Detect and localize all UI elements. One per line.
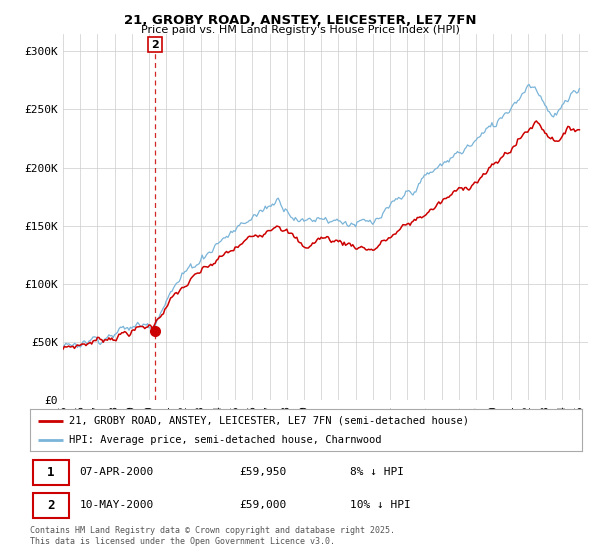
FancyBboxPatch shape — [33, 493, 68, 517]
Text: £59,000: £59,000 — [240, 501, 287, 510]
Text: 10% ↓ HPI: 10% ↓ HPI — [350, 501, 411, 510]
Text: Price paid vs. HM Land Registry's House Price Index (HPI): Price paid vs. HM Land Registry's House … — [140, 25, 460, 35]
Text: 8% ↓ HPI: 8% ↓ HPI — [350, 468, 404, 477]
Text: HPI: Average price, semi-detached house, Charnwood: HPI: Average price, semi-detached house,… — [68, 435, 381, 445]
Text: 2: 2 — [151, 40, 159, 50]
Text: 21, GROBY ROAD, ANSTEY, LEICESTER, LE7 7FN: 21, GROBY ROAD, ANSTEY, LEICESTER, LE7 7… — [124, 14, 476, 27]
Text: Contains HM Land Registry data © Crown copyright and database right 2025.
This d: Contains HM Land Registry data © Crown c… — [30, 526, 395, 546]
Text: 2: 2 — [47, 499, 55, 512]
FancyBboxPatch shape — [33, 460, 68, 484]
Text: 21, GROBY ROAD, ANSTEY, LEICESTER, LE7 7FN (semi-detached house): 21, GROBY ROAD, ANSTEY, LEICESTER, LE7 7… — [68, 416, 469, 426]
Text: 10-MAY-2000: 10-MAY-2000 — [80, 501, 154, 510]
Text: 07-APR-2000: 07-APR-2000 — [80, 468, 154, 477]
Text: 1: 1 — [47, 466, 55, 479]
Text: £59,950: £59,950 — [240, 468, 287, 477]
